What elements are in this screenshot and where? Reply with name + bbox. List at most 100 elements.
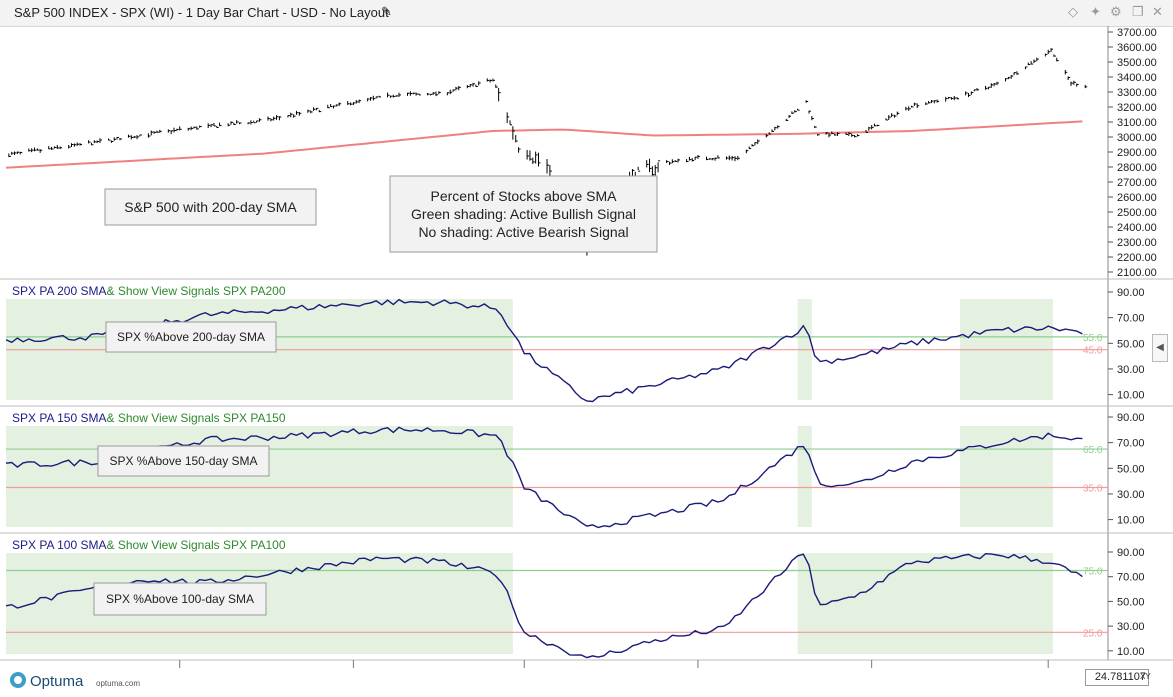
price-bar	[933, 100, 937, 104]
price-bar	[1053, 54, 1056, 57]
price-bar	[93, 140, 97, 144]
xy-toggle[interactable]: XY	[1140, 672, 1151, 681]
price-bar	[1064, 69, 1068, 75]
price-bar	[238, 122, 242, 125]
price-bar	[913, 102, 917, 106]
price-bar	[350, 102, 353, 106]
price-bar	[452, 89, 456, 92]
price-bar	[31, 148, 34, 153]
settings-icon[interactable]: ⚙	[1110, 4, 1122, 19]
price-bar	[1013, 72, 1017, 76]
price-bar	[375, 96, 379, 99]
price-bar	[293, 114, 296, 118]
price-bar	[455, 86, 458, 91]
price-bar	[805, 100, 809, 103]
price-bar	[36, 148, 40, 151]
price-bar	[851, 133, 854, 137]
price-bar	[287, 115, 290, 118]
collapse-panel-button[interactable]: ◀	[1152, 334, 1168, 362]
price-bar	[717, 155, 720, 159]
y-tick-label: 2300.00	[1117, 237, 1157, 249]
price-bar	[694, 156, 698, 160]
x-tick-label: Sep	[1051, 666, 1073, 668]
price-bar	[893, 114, 897, 118]
price-bar	[150, 130, 154, 136]
price-bar	[654, 165, 658, 176]
price-bar	[19, 151, 23, 155]
price-bar	[136, 135, 139, 140]
price-bar	[96, 140, 100, 144]
panel-title-signals: & Show View Signals SPX PA100	[107, 538, 286, 552]
price-bar	[1033, 59, 1036, 64]
price-bar	[526, 149, 530, 160]
price-bar	[714, 157, 718, 161]
panel-title-primary: SPX PA 150 SMA	[12, 411, 107, 425]
price-bar	[1084, 84, 1088, 89]
price-bar	[1016, 71, 1019, 75]
price-bar	[874, 123, 877, 127]
price-bar	[407, 92, 410, 96]
price-bar	[418, 93, 421, 96]
price-bar	[210, 124, 214, 128]
price-bar	[535, 151, 538, 164]
price-bar	[854, 134, 857, 138]
price-bar	[127, 134, 131, 138]
indicator-annotation-text: SPX %Above 200-day SMA	[117, 330, 265, 344]
price-bar	[1050, 48, 1054, 52]
price-bar	[170, 130, 174, 135]
y-tick-label: 3100.00	[1117, 117, 1157, 129]
price-bar	[367, 98, 370, 102]
price-bar	[677, 158, 681, 163]
price-bar	[797, 108, 800, 111]
price-bar	[754, 142, 757, 146]
price-bar	[1004, 78, 1008, 82]
signal-level-label: 45.0	[1083, 346, 1103, 357]
price-bar	[688, 156, 692, 161]
price-bar	[56, 144, 60, 149]
price-bar	[378, 95, 382, 98]
price-bar	[930, 100, 934, 104]
pin-icon[interactable]: ✦	[1090, 4, 1101, 19]
pencil-icon[interactable]: ✎	[381, 4, 392, 19]
price-bar	[253, 120, 256, 124]
price-bar	[276, 115, 279, 120]
x-tick-label: Jul	[875, 666, 890, 668]
price-bar	[355, 100, 359, 104]
price-bar	[908, 106, 911, 111]
y-tick-label: 2700.00	[1117, 177, 1157, 189]
signal-level-label: 55.0	[1083, 333, 1103, 344]
price-bar	[332, 105, 336, 109]
price-bar	[1010, 75, 1014, 79]
price-bar	[438, 91, 441, 95]
y-tick-label: 2900.00	[1117, 147, 1157, 159]
price-bar	[686, 159, 689, 163]
price-bar	[987, 86, 991, 90]
price-bar	[546, 159, 550, 174]
price-bar	[39, 149, 43, 153]
restore-icon[interactable]: ❐	[1132, 4, 1144, 19]
price-bar	[509, 120, 513, 126]
price-bar	[811, 116, 814, 121]
price-bar	[928, 100, 931, 104]
legend-annotation-text: Green shading: Active Bullish Signal	[411, 206, 636, 222]
price-bar	[70, 143, 74, 148]
price-bar	[836, 132, 840, 136]
price-bar	[1027, 62, 1031, 66]
y-tick-label: 3600.00	[1117, 42, 1157, 54]
price-bar	[190, 126, 194, 131]
price-bar	[435, 91, 438, 97]
close-icon[interactable]: ✕	[1152, 4, 1163, 19]
value-readout[interactable]: 24.781107	[1085, 669, 1149, 686]
y-tick-label: 10.00	[1117, 515, 1145, 527]
chart-area[interactable]: 3700.00 3600.00 3500.00 3400.00 3300.00 3200.…	[0, 26, 1173, 668]
price-bar	[848, 132, 851, 137]
price-bar	[976, 87, 980, 91]
price-bar	[446, 92, 450, 96]
indicator-annotation-frame	[105, 321, 277, 353]
x-tick-label: 2020	[356, 666, 383, 668]
price-bar	[529, 150, 532, 161]
signal-level-label: 35.0	[1083, 484, 1103, 495]
y-tick-label: 2500.00	[1117, 207, 1157, 219]
diamond-icon[interactable]: ◇	[1068, 4, 1078, 19]
price-bar	[1030, 61, 1034, 65]
